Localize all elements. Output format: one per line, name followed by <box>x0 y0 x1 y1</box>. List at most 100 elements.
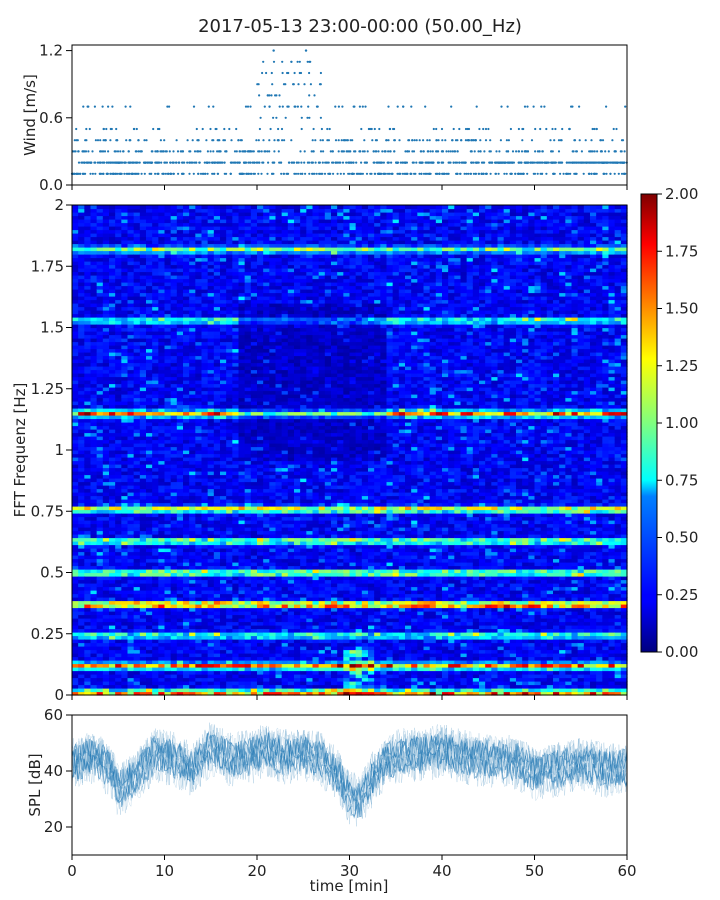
spectrogram-cell <box>72 380 79 385</box>
spectrogram-cell <box>127 656 135 661</box>
wind-point <box>192 172 195 175</box>
spectrogram-cell <box>139 499 147 504</box>
spectrogram-cell <box>176 299 184 304</box>
spectrogram-cell <box>176 471 184 476</box>
spectrogram-cell <box>146 667 153 672</box>
spectrogram-cell <box>176 289 184 294</box>
spectrogram-cell <box>220 212 227 217</box>
spectrogram-cell <box>207 450 215 455</box>
spectrogram-cell <box>133 331 141 336</box>
spectrogram-cell <box>201 506 209 511</box>
spectrogram-cell <box>207 236 215 241</box>
spectrogram-cell <box>115 341 122 346</box>
spectrogram-cell <box>164 586 172 591</box>
spectrogram-cell <box>226 436 233 441</box>
spectrogram-cell <box>226 656 233 661</box>
spectrogram-cell <box>133 250 141 255</box>
spectrogram-cell <box>158 254 166 259</box>
spectrogram-cell <box>226 688 233 693</box>
spectrogram-cell <box>109 408 116 413</box>
wind-point <box>428 161 431 164</box>
wind-point <box>310 150 313 153</box>
spectrogram-cell <box>226 457 233 462</box>
wind-point <box>83 161 86 164</box>
wind-point <box>501 161 504 164</box>
spectrogram-cell <box>207 261 215 266</box>
spectrogram-cell <box>195 579 203 584</box>
spectrogram-cell <box>84 590 92 595</box>
wind-point <box>296 105 299 108</box>
spectrogram-cell <box>213 492 221 497</box>
spectrogram-cell <box>170 523 178 528</box>
spectrogram-cell <box>176 429 184 434</box>
wind-point <box>376 161 379 164</box>
spectrogram-cell <box>78 436 85 441</box>
spectrogram-cell <box>164 530 172 535</box>
wind-point <box>551 127 554 131</box>
wind-point <box>415 139 418 142</box>
spectrogram-cell <box>139 355 147 360</box>
spectrogram-cell <box>133 663 141 668</box>
wind-point <box>435 139 438 142</box>
spectrogram-cell <box>220 628 227 633</box>
spectrogram-cell <box>127 275 135 280</box>
spectrogram-cell <box>164 373 172 378</box>
spectrogram-cell <box>183 530 190 535</box>
spectrogram-cell <box>164 401 172 406</box>
spectrogram-cell <box>164 492 172 497</box>
spectrogram-cell <box>96 527 104 532</box>
spectrogram-cell <box>115 313 122 318</box>
spectrogram-cell <box>213 537 221 542</box>
spectrogram-cell <box>90 401 98 406</box>
spectrogram-cell <box>127 359 135 364</box>
spectrogram-cell <box>127 212 135 217</box>
spectrogram-cell <box>121 348 129 353</box>
spectrogram-cell <box>164 222 172 227</box>
wind-point <box>217 150 220 153</box>
spectrogram-cell <box>164 681 172 686</box>
spectrogram-cell <box>207 562 215 567</box>
spectrogram-cell <box>133 555 141 560</box>
spectrogram-cell <box>127 397 135 402</box>
spectrogram-cell <box>195 593 203 598</box>
spectrogram-cell <box>183 320 190 325</box>
spectrogram-cell <box>102 271 110 276</box>
wind-point <box>379 161 383 164</box>
spectrogram-cell <box>146 341 153 346</box>
spectrogram-cell <box>189 415 196 420</box>
wind-point <box>128 139 131 142</box>
spectrogram-cell <box>127 219 135 224</box>
wind-point <box>449 150 452 153</box>
spectrogram-cell <box>170 243 178 248</box>
spectrogram-cell <box>115 663 122 668</box>
wind-point <box>619 150 622 153</box>
spectrogram-cell <box>152 439 159 444</box>
spectrogram-cell <box>109 642 116 647</box>
spectrogram-cell <box>164 376 172 381</box>
spectrogram-cell <box>90 691 98 696</box>
wind-point <box>162 172 165 175</box>
spectrogram-cell <box>183 261 190 266</box>
spectrogram-cell <box>127 607 135 612</box>
spectrogram-cell <box>164 520 172 525</box>
wind-point <box>484 127 488 131</box>
spectrogram-cell <box>146 215 153 220</box>
spectrogram-cell <box>207 268 215 273</box>
spectrogram-cell <box>176 642 184 647</box>
spectrogram-cell <box>158 205 166 210</box>
spectrogram-cell <box>213 324 221 329</box>
spectrogram-cell <box>115 254 122 259</box>
spectrogram-cell <box>170 208 178 213</box>
spectrogram-cell <box>127 383 135 388</box>
spectrogram-cell <box>170 341 178 346</box>
wind-point <box>498 161 501 164</box>
wind-point <box>79 172 82 175</box>
spectrogram-cell <box>164 551 172 556</box>
spectrogram-cell <box>109 625 116 630</box>
wind-point <box>395 161 398 164</box>
wind-point <box>363 150 366 153</box>
spectrogram-cell <box>213 474 221 479</box>
spectrogram-cell <box>102 285 110 290</box>
spectrogram-cell <box>78 296 85 301</box>
wind-point <box>603 172 606 175</box>
